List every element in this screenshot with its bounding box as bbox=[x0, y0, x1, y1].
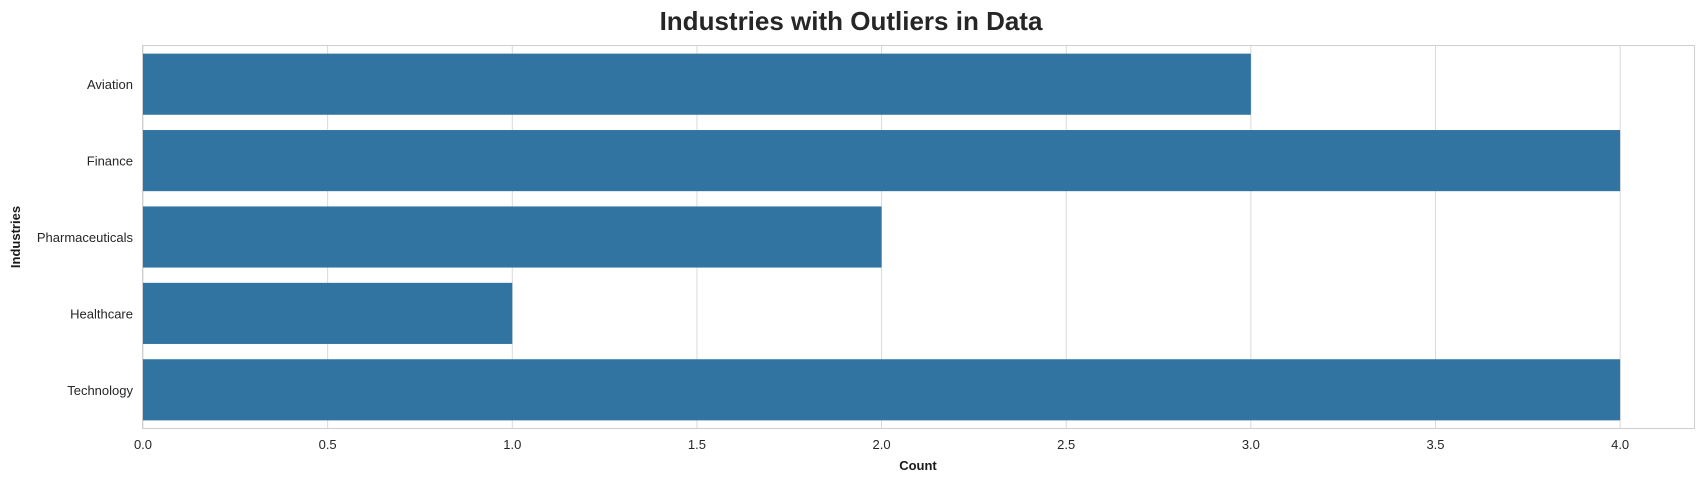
x-tick-label: 3.5 bbox=[1426, 437, 1444, 452]
x-tick-label: 2.0 bbox=[873, 437, 891, 452]
bar bbox=[143, 359, 1621, 421]
bars bbox=[143, 53, 1621, 421]
x-tick-label: 3.0 bbox=[1242, 437, 1260, 452]
bar bbox=[143, 130, 1621, 192]
x-tick-label: 1.5 bbox=[688, 437, 706, 452]
y-tick-label: Aviation bbox=[87, 77, 133, 92]
x-tick-label: 4.0 bbox=[1611, 437, 1629, 452]
chart-title: Industries with Outliers in Data bbox=[660, 6, 1043, 36]
x-tick-label: 0.5 bbox=[319, 437, 337, 452]
bar bbox=[143, 282, 513, 344]
y-tick-labels: Aviation Finance Pharmaceuticals Healthcare… bbox=[37, 77, 134, 398]
x-tick-labels: 0.0 0.5 1.0 1.5 2.0 2.5 3.0 3.5 4.0 bbox=[134, 437, 1629, 452]
y-axis-label: Industries bbox=[8, 206, 23, 268]
bar bbox=[143, 206, 882, 268]
y-tick-label: Pharmaceuticals bbox=[37, 230, 134, 245]
y-tick-label: Finance bbox=[87, 154, 133, 169]
bar bbox=[143, 53, 1251, 115]
x-tick-label: 1.0 bbox=[503, 437, 521, 452]
y-tick-label: Healthcare bbox=[70, 306, 133, 321]
y-tick-label: Technology bbox=[67, 383, 133, 398]
x-tick-label: 0.0 bbox=[134, 437, 152, 452]
x-tick-label: 2.5 bbox=[1057, 437, 1075, 452]
plot-frame bbox=[142, 45, 1695, 429]
x-axis-label: Count bbox=[899, 458, 937, 473]
